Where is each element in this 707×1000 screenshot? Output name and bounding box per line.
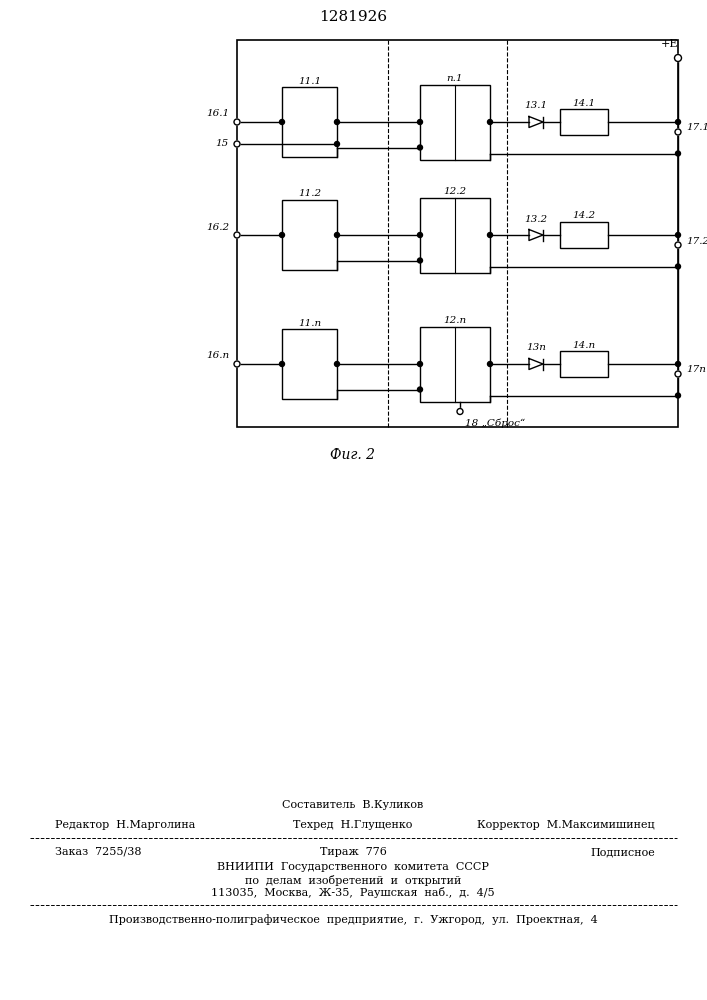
Text: 17п: 17п bbox=[686, 365, 706, 374]
Circle shape bbox=[334, 232, 339, 237]
Circle shape bbox=[418, 232, 423, 237]
Text: 15: 15 bbox=[216, 139, 229, 148]
Bar bbox=[560, 351, 608, 377]
Text: 13.2: 13.2 bbox=[525, 215, 547, 224]
Circle shape bbox=[488, 232, 493, 237]
Bar bbox=[237, 40, 678, 427]
Bar bbox=[560, 109, 608, 135]
Bar bbox=[420, 85, 490, 159]
Circle shape bbox=[234, 232, 240, 238]
Text: Заказ  7255/38: Заказ 7255/38 bbox=[55, 847, 141, 857]
Circle shape bbox=[279, 119, 284, 124]
Text: Техред  Н.Глущенко: Техред Н.Глущенко bbox=[293, 820, 413, 830]
Text: 18 „Сброс“: 18 „Сброс“ bbox=[465, 419, 525, 428]
Circle shape bbox=[418, 119, 423, 124]
Circle shape bbox=[334, 141, 339, 146]
Circle shape bbox=[675, 242, 681, 248]
Text: 14.1: 14.1 bbox=[573, 99, 595, 107]
Circle shape bbox=[488, 361, 493, 366]
Circle shape bbox=[675, 371, 681, 377]
Circle shape bbox=[234, 361, 240, 367]
Circle shape bbox=[279, 361, 284, 366]
Text: по  делам  изобретений  и  открытий: по делам изобретений и открытий bbox=[245, 874, 461, 886]
Text: 13.1: 13.1 bbox=[525, 102, 547, 110]
Circle shape bbox=[418, 361, 423, 366]
Circle shape bbox=[457, 408, 463, 414]
Circle shape bbox=[334, 119, 339, 124]
Text: п.1: п.1 bbox=[447, 74, 463, 83]
Text: 11.2: 11.2 bbox=[298, 190, 321, 198]
Bar bbox=[420, 198, 490, 272]
Text: 14.2: 14.2 bbox=[573, 212, 595, 221]
Circle shape bbox=[418, 145, 423, 150]
Circle shape bbox=[334, 361, 339, 366]
Text: Тираж  776: Тираж 776 bbox=[320, 847, 387, 857]
Circle shape bbox=[675, 264, 681, 269]
Text: 16.п: 16.п bbox=[206, 352, 229, 360]
Circle shape bbox=[674, 54, 682, 62]
Circle shape bbox=[234, 141, 240, 147]
Bar bbox=[420, 326, 490, 401]
Circle shape bbox=[675, 361, 681, 366]
Circle shape bbox=[675, 129, 681, 135]
Text: 1281926: 1281926 bbox=[319, 10, 387, 24]
Text: ВНИИПИ  Государственного  комитета  СССР: ВНИИПИ Государственного комитета СССР bbox=[217, 862, 489, 872]
Circle shape bbox=[418, 387, 423, 392]
Bar bbox=[282, 329, 337, 399]
Circle shape bbox=[234, 119, 240, 125]
Text: 17.1: 17.1 bbox=[686, 123, 707, 132]
Bar bbox=[560, 222, 608, 248]
Circle shape bbox=[488, 119, 493, 124]
Text: 113035,  Москва,  Ж-35,  Раушская  наб.,  д.  4/5: 113035, Москва, Ж-35, Раушская наб., д. … bbox=[211, 888, 495, 898]
Text: 11.1: 11.1 bbox=[298, 77, 321, 86]
Text: 12.п: 12.п bbox=[443, 316, 467, 325]
Text: 16.1: 16.1 bbox=[206, 109, 229, 118]
Text: 17.2: 17.2 bbox=[686, 236, 707, 245]
Text: 13п: 13п bbox=[526, 344, 546, 353]
Circle shape bbox=[675, 119, 681, 124]
Text: Производственно-полиграфическое  предприятие,  г.  Ужгород,  ул.  Проектная,  4: Производственно-полиграфическое предприя… bbox=[109, 915, 597, 925]
Circle shape bbox=[279, 232, 284, 237]
Circle shape bbox=[675, 393, 681, 398]
Text: Подписное: Подписное bbox=[590, 847, 655, 857]
Text: Составитель  В.Куликов: Составитель В.Куликов bbox=[282, 800, 423, 810]
Text: Редактор  Н.Марголина: Редактор Н.Марголина bbox=[55, 820, 195, 830]
Text: 11.п: 11.п bbox=[298, 318, 321, 328]
Text: 12.2: 12.2 bbox=[443, 187, 467, 196]
Text: Корректор  М.Максимишинец: Корректор М.Максимишинец bbox=[477, 820, 655, 830]
Text: 16.2: 16.2 bbox=[206, 223, 229, 232]
Circle shape bbox=[675, 232, 681, 237]
Circle shape bbox=[675, 151, 681, 156]
Bar bbox=[282, 200, 337, 270]
Text: Фиг. 2: Фиг. 2 bbox=[330, 448, 375, 462]
Text: 14.п: 14.п bbox=[573, 340, 595, 350]
Circle shape bbox=[418, 258, 423, 263]
Text: +E: +E bbox=[661, 39, 679, 49]
Bar bbox=[282, 87, 337, 157]
